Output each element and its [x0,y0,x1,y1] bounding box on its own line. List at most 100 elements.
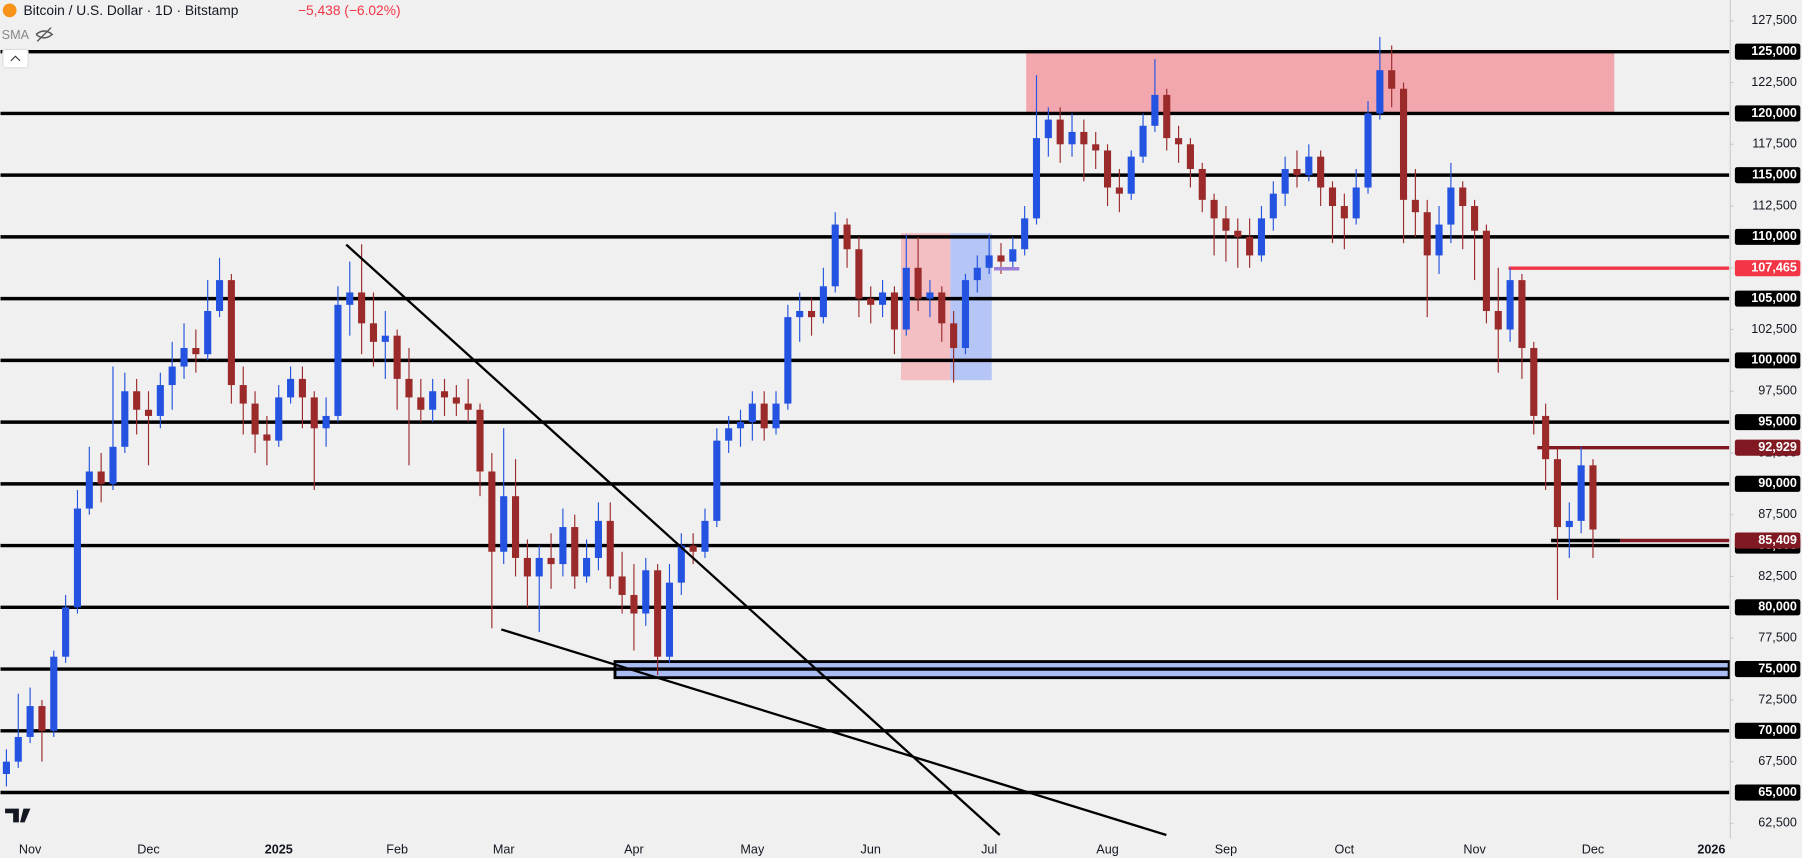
candle-body [275,397,283,441]
candle-body [358,292,366,324]
x-tick-label: Dec [1582,842,1604,856]
candle-body [251,403,259,435]
candle-body [38,706,46,731]
level-label: 95,000 [1758,414,1797,428]
candle-body [417,397,425,410]
candle-body [796,310,804,318]
candle-body [1471,206,1479,231]
candle-body [464,403,472,410]
candle-body [192,348,200,355]
candle-body [583,557,591,577]
candle-body [855,249,863,299]
candle-body [1364,113,1372,188]
candle-body [618,576,626,595]
candle-body [393,335,401,379]
candle-body [1530,348,1538,416]
candle-body [973,267,981,281]
level-label: 115,000 [1752,168,1797,182]
y-tick-label: 87,500 [1758,507,1797,521]
candle-body [606,520,614,577]
candle-body [1565,520,1573,528]
candle-body [1328,187,1337,207]
candle-body [1281,168,1289,194]
axis: 62,50067,50072,50077,50082,50087,50092,5… [19,13,1801,856]
level-label-box [1734,105,1801,122]
candle-body [890,292,898,330]
candle-body [831,224,839,287]
level-label-box [1734,290,1801,307]
candle-body [109,446,117,484]
candle-body [535,557,543,577]
candle-body [1127,156,1135,194]
x-tick-label: Nov [1463,842,1486,856]
level-label: 75,000 [1758,661,1797,675]
candle-body [1352,187,1360,219]
candle-body [322,415,330,429]
level-label: 125,000 [1751,44,1797,58]
candle-body [440,391,449,398]
y-tick-label: 122,500 [1751,75,1797,89]
candle-body [807,310,816,318]
level-label-box [1734,599,1801,616]
candle-body [713,440,721,521]
candle-body [1482,230,1490,311]
candle-body [985,255,993,268]
level-label-box [1734,784,1801,801]
price-label-box [1734,260,1801,277]
candle-body [2,761,10,775]
candle-body [938,292,946,324]
candle-body [1399,88,1408,200]
candle-body [1044,119,1052,139]
candle-body [500,496,508,552]
candle-body [1080,131,1088,145]
candle-body [1518,280,1526,349]
candle-body [1186,144,1194,169]
candle-body [1494,310,1502,330]
level-label-box [1734,43,1801,60]
candle-body [476,409,484,472]
candle-body [594,520,602,558]
candle-body [950,323,958,349]
candle-body [405,378,413,398]
resistance-zone [1026,51,1615,114]
y-tick-label: 97,500 [1758,384,1797,398]
candle-body [452,397,460,404]
candle-body [725,428,733,441]
logo [5,808,31,823]
candle-body [843,224,851,250]
level-label-box [1734,475,1801,492]
candle-body [50,656,58,731]
candle-body [1163,94,1171,139]
candle-body [867,298,875,305]
x-tick-label: May [740,842,765,856]
y-tick-label: 102,500 [1751,322,1797,336]
y-tick-label: 82,500 [1758,569,1797,583]
candle-body [239,385,247,404]
candle-body [1506,280,1514,330]
candle-body [168,366,176,386]
x-tick-label: Sep [1215,842,1237,856]
candle-body [523,557,531,577]
candle-body [1009,249,1017,262]
header: Bitcoin / U.S. Dollar · 1D · Bitstamp −5… [2,3,401,823]
zone-blue [950,233,992,381]
candle-body [1269,193,1277,219]
candle-body [1447,187,1455,225]
level-label: 80,000 [1758,600,1797,614]
x-tick-label: Feb [386,842,408,856]
trendline [500,628,1167,837]
candle-body [133,391,141,410]
candle-body [642,570,650,614]
eye-icon[interactable] [35,27,54,42]
price-label: 92,929 [1758,440,1797,454]
y-tick-label: 112,500 [1752,198,1797,212]
candle-body [1115,187,1123,194]
price-label-box [1734,532,1801,549]
collapse-button[interactable] [2,48,29,69]
candle-body [85,471,93,509]
candle-body [1542,415,1550,460]
candle-body [1388,70,1396,89]
candle-body [1139,125,1147,157]
